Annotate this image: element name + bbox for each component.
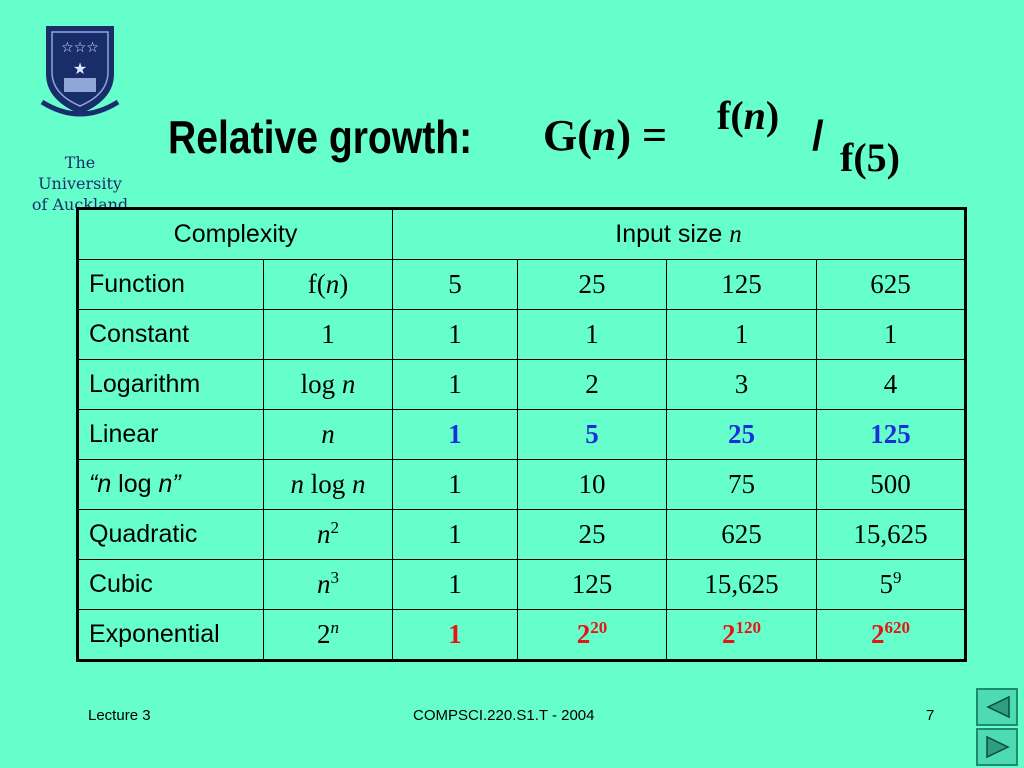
- size-cell: 25: [517, 259, 667, 310]
- function-cell: n2: [263, 509, 393, 560]
- value-cell: 1: [392, 509, 518, 560]
- value-cell: 1: [816, 309, 966, 360]
- table-header-row: Complexity Input size n: [77, 208, 966, 260]
- function-cell: n log n: [263, 459, 393, 510]
- function-cell: f(n): [263, 259, 393, 310]
- table-row-logarithm: Logarithm log n 1 2 3 4: [77, 359, 966, 410]
- value-cell: 125: [816, 409, 966, 460]
- function-cell: n3: [263, 559, 393, 610]
- value-cell: 125: [517, 559, 667, 610]
- svg-text:☆☆☆: ☆☆☆: [61, 40, 99, 56]
- footer-lecture: Lecture 3: [88, 707, 151, 724]
- row-label: Linear: [77, 409, 264, 460]
- table-row-nlogn: “n log n” n log n 1 10 75 500: [77, 459, 966, 510]
- value-cell: 2620: [816, 609, 966, 661]
- function-cell: 2n: [263, 609, 393, 661]
- logo-line-2: University: [38, 174, 122, 193]
- value-cell: 625: [666, 509, 817, 560]
- function-cell: log n: [263, 359, 393, 410]
- value-cell: 5: [517, 409, 667, 460]
- table-row-exponential: Exponential 2n 1 220 2120 2620: [77, 609, 966, 661]
- title-lhs: G(n) =: [543, 111, 668, 160]
- table-row-linear: Linear n 1 5 25 125: [77, 409, 966, 460]
- row-label: “n log n”: [77, 459, 264, 510]
- size-cell: 625: [816, 259, 966, 310]
- value-cell: 2120: [666, 609, 817, 661]
- size-cell: 125: [666, 259, 817, 310]
- previous-slide-button[interactable]: [976, 688, 1018, 726]
- value-cell: 25: [666, 409, 817, 460]
- value-cell: 1: [392, 609, 518, 661]
- university-logo: ☆☆☆ ★ The University of Auckland: [26, 22, 134, 214]
- value-cell: 25: [517, 509, 667, 560]
- title-prefix: Relative growth:: [168, 111, 473, 163]
- footer-page-number: 7: [926, 707, 935, 724]
- table-subheader-row: Function f(n) 5 25 125 625: [77, 259, 966, 310]
- footer-course: COMPSCI.220.S1.T - 2004: [413, 707, 595, 724]
- triangle-right-icon: [986, 735, 1010, 759]
- function-cell: 1: [263, 309, 393, 360]
- title-slash: /: [812, 112, 824, 159]
- value-cell: 1: [392, 309, 518, 360]
- crest-icon: ☆☆☆ ★: [40, 26, 120, 117]
- value-cell: 3: [666, 359, 817, 410]
- size-cell: 5: [392, 259, 518, 310]
- value-cell: 1: [517, 309, 667, 360]
- value-cell: 500: [816, 459, 966, 510]
- value-cell: 15,625: [816, 509, 966, 560]
- row-label: Quadratic: [77, 509, 264, 560]
- value-cell: 1: [392, 459, 518, 510]
- next-slide-button[interactable]: [976, 728, 1018, 766]
- complexity-table: Complexity Input size n Function f(n) 5 …: [76, 207, 967, 662]
- row-label: Logarithm: [77, 359, 264, 410]
- row-label: Cubic: [77, 559, 264, 610]
- logo-line-1: The: [64, 153, 96, 172]
- value-cell: 10: [517, 459, 667, 510]
- row-label: Exponential: [77, 609, 264, 661]
- value-cell: 1: [392, 559, 518, 610]
- header-input-size: Input size n: [392, 208, 966, 260]
- row-label: Constant: [77, 309, 264, 360]
- triangle-left-icon: [986, 695, 1010, 719]
- value-cell: 59: [816, 559, 966, 610]
- value-cell: 2: [517, 359, 667, 410]
- value-cell: 75: [666, 459, 817, 510]
- value-cell: 220: [517, 609, 667, 661]
- value-cell: 1: [666, 309, 817, 360]
- row-label: Function: [77, 259, 264, 310]
- table-row-quadratic: Quadratic n2 1 25 625 15,625: [77, 509, 966, 560]
- function-cell: n: [263, 409, 393, 460]
- svg-text:★: ★: [73, 59, 87, 78]
- table-row-constant: Constant 1 1 1 1 1: [77, 309, 966, 360]
- header-complexity: Complexity: [77, 208, 393, 260]
- value-cell: 1: [392, 359, 518, 410]
- title-denominator: f(5): [840, 135, 900, 180]
- value-cell: 4: [816, 359, 966, 410]
- title-numerator: f(n): [717, 93, 780, 138]
- table-row-cubic: Cubic n3 1 125 15,625 59: [77, 559, 966, 610]
- value-cell: 1: [392, 409, 518, 460]
- value-cell: 15,625: [666, 559, 817, 610]
